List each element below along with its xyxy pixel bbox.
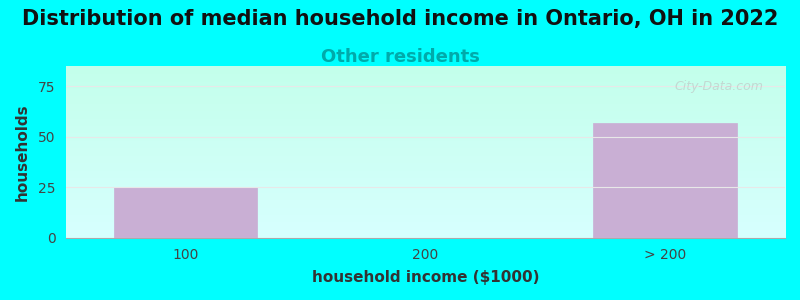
Text: City-Data.com: City-Data.com [674, 80, 763, 93]
Bar [593, 123, 737, 238]
Y-axis label: households: households [15, 103, 30, 201]
Bar [114, 188, 258, 238]
Text: Distribution of median household income in Ontario, OH in 2022: Distribution of median household income … [22, 9, 778, 29]
Text: Other residents: Other residents [321, 48, 479, 66]
X-axis label: household income ($1000): household income ($1000) [311, 270, 539, 285]
